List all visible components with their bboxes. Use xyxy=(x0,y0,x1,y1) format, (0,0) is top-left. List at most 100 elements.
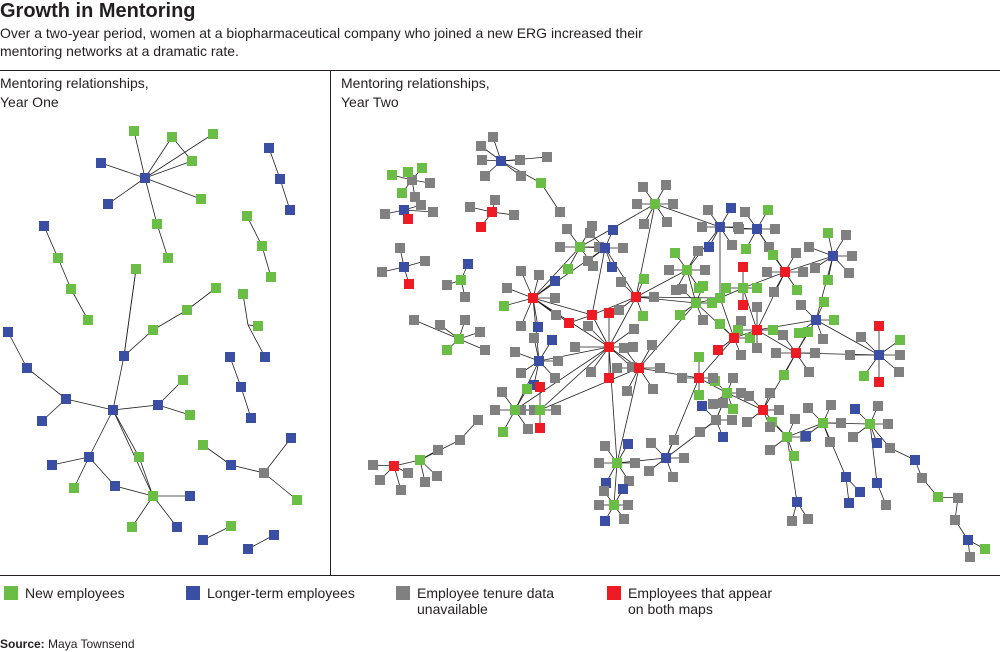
node-gray-141 xyxy=(629,324,639,334)
year-two-label-line1: Mentoring relationships, xyxy=(341,75,490,91)
node-green-108 xyxy=(415,455,425,465)
node-blue-77 xyxy=(399,262,409,272)
node-gray-244 xyxy=(695,427,705,437)
link xyxy=(144,160,193,179)
node-gray-203 xyxy=(740,207,750,217)
source-text: Maya Townsend xyxy=(48,637,135,651)
node-gray-280 xyxy=(677,373,687,383)
node-gray-156 xyxy=(622,386,632,396)
node-gray-164 xyxy=(497,387,507,397)
node-red-207 xyxy=(713,345,723,355)
node-gray-249 xyxy=(765,445,775,455)
node-red-320 xyxy=(587,310,597,320)
legend-new-employees: New employees xyxy=(4,585,125,601)
node-blue-317 xyxy=(534,356,544,366)
link xyxy=(43,225,59,259)
legend-swatch-gray xyxy=(396,586,410,600)
node-gray-210 xyxy=(798,267,808,277)
node-green-86 xyxy=(454,334,464,344)
node-gray-131 xyxy=(583,256,593,266)
node-red-319 xyxy=(634,363,644,373)
node-blue-46 xyxy=(185,491,195,501)
node-gray-143 xyxy=(550,373,560,383)
node-blue-327 xyxy=(715,222,725,232)
link xyxy=(144,177,158,225)
node-gray-264 xyxy=(708,399,718,409)
node-gray-274 xyxy=(639,219,649,229)
node-green-341 xyxy=(818,418,828,428)
link xyxy=(784,255,834,273)
link xyxy=(815,319,880,356)
node-red-292 xyxy=(738,300,748,310)
node-gray-213 xyxy=(762,267,772,277)
node-red-103 xyxy=(389,461,399,471)
link xyxy=(514,346,610,411)
node-blue-6 xyxy=(96,158,106,168)
link xyxy=(786,436,798,503)
node-green-57 xyxy=(226,521,236,531)
node-blue-195 xyxy=(704,242,714,252)
legend-label: Longer-term employees xyxy=(207,585,355,601)
node-green-303 xyxy=(980,544,990,554)
node-blue-258 xyxy=(872,438,882,448)
node-green-19 xyxy=(266,272,276,282)
link xyxy=(613,462,618,506)
node-gray-163 xyxy=(490,405,500,415)
node-green-284 xyxy=(675,310,685,320)
node-gray-271 xyxy=(765,388,775,398)
node-gray-81 xyxy=(420,256,430,266)
node-gray-255 xyxy=(803,403,813,413)
node-green-281 xyxy=(694,352,704,362)
node-gray-174 xyxy=(600,441,610,451)
node-green-22 xyxy=(148,325,158,335)
node-gray-189 xyxy=(671,285,681,295)
node-gray-117 xyxy=(516,321,526,331)
link xyxy=(26,367,67,400)
legend-swatch-red xyxy=(607,586,621,600)
node-gray-110 xyxy=(432,471,442,481)
node-gray-309 xyxy=(881,500,891,510)
node-gray-76 xyxy=(509,210,519,220)
node-gray-134 xyxy=(628,342,638,352)
node-green-55 xyxy=(292,495,302,505)
node-blue-130 xyxy=(607,262,617,272)
node-green-289 xyxy=(733,325,743,335)
year-two-label-line2: Year Two xyxy=(341,94,399,110)
node-gray-109 xyxy=(433,445,443,455)
node-blue-50 xyxy=(246,413,256,423)
node-blue-297 xyxy=(910,455,920,465)
node-green-150 xyxy=(638,311,648,321)
link xyxy=(242,293,249,326)
node-blue-305 xyxy=(841,472,851,482)
node-green-3 xyxy=(208,129,218,139)
node-gray-99 xyxy=(480,171,490,181)
node-gray-53 xyxy=(259,468,269,478)
node-blue-13 xyxy=(39,221,49,231)
link xyxy=(88,409,114,458)
node-red-347 xyxy=(564,318,574,328)
node-green-36 xyxy=(185,410,195,420)
node-gray-253 xyxy=(825,437,835,447)
link xyxy=(756,319,817,331)
node-gray-285 xyxy=(677,284,687,294)
node-green-162 xyxy=(498,427,508,437)
node-blue-133 xyxy=(608,225,618,235)
node-green-165 xyxy=(522,384,532,394)
bottom-rule xyxy=(0,575,1000,576)
node-gray-132 xyxy=(585,228,595,238)
node-green-14 xyxy=(53,253,63,263)
node-blue-93 xyxy=(496,156,506,166)
node-green-208 xyxy=(715,319,725,329)
node-red-313 xyxy=(528,293,538,303)
node-gray-296 xyxy=(885,443,895,453)
node-gray-217 xyxy=(804,367,814,377)
link xyxy=(144,136,173,179)
link xyxy=(240,386,252,419)
node-gray-75 xyxy=(490,195,500,205)
node-gray-269 xyxy=(742,417,752,427)
node-gray-111 xyxy=(420,477,430,487)
link xyxy=(616,457,667,464)
node-gray-298 xyxy=(917,473,927,483)
node-gray-92 xyxy=(480,345,490,355)
node-gray-68 xyxy=(380,209,390,219)
